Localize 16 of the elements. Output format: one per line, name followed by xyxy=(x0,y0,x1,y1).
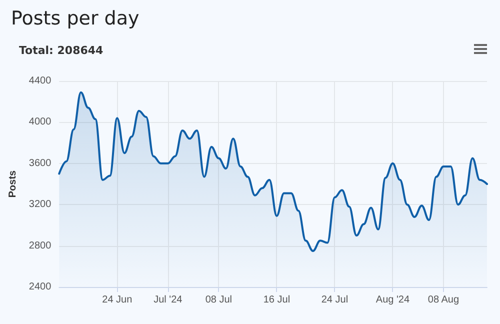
y-tick-label: 4400 xyxy=(28,76,52,86)
y-tick-label: 4000 xyxy=(28,116,52,128)
x-tick-label: 08 Aug xyxy=(428,294,460,306)
y-tick-label: 3600 xyxy=(28,158,52,169)
y-tick-label: 3200 xyxy=(28,199,52,210)
y-axis-title: Posts xyxy=(8,170,18,198)
chart-title: Posts per day xyxy=(11,8,140,30)
y-tick-label: 2400 xyxy=(28,282,52,292)
x-tick-label: 24 Jul xyxy=(321,294,348,306)
x-tick-label: 16 Jul xyxy=(263,294,290,306)
y-tick-label: 2800 xyxy=(28,240,52,252)
x-tick-label: 08 Jul xyxy=(205,294,232,306)
x-tick-label: Jul '24 xyxy=(154,294,183,306)
chart-subtitle: Total: 208644 xyxy=(19,44,104,57)
x-tick-label: 24 Jun xyxy=(102,294,132,306)
x-tick-label: Aug '24 xyxy=(376,294,410,306)
